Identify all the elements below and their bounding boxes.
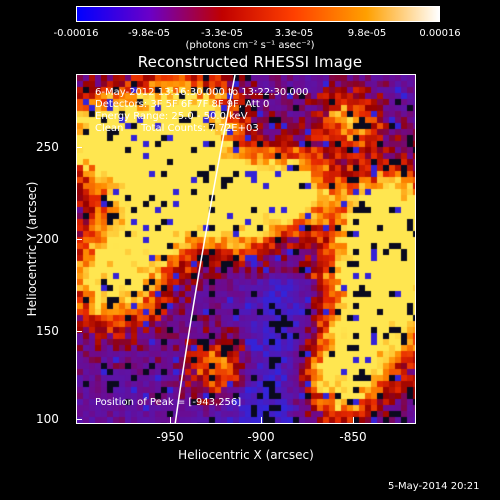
- algorithm-label: Clean: [95, 123, 124, 134]
- y-tick-mark: [76, 419, 82, 420]
- colorbar-tick-label: 3.3e-05: [274, 28, 314, 39]
- y-tick-mark: [76, 331, 82, 332]
- solar-limb-overlay: [174, 75, 236, 423]
- rhessi-image-map: [77, 75, 415, 423]
- image-frame: 6-May-2012 13:16:30.000 to 13:22:30.000 …: [76, 74, 416, 424]
- timestamp: 5-May-2014 20:21: [388, 481, 480, 492]
- colorbar: [76, 6, 440, 22]
- x-tick-label: -900: [247, 430, 275, 444]
- y-axis-title: Heliocentric Y (arcsec): [25, 181, 39, 317]
- colorbar-tick-label: 9.8e-05: [347, 28, 387, 39]
- x-tick-mark: [261, 417, 262, 423]
- y-tick-label: 100: [36, 412, 59, 426]
- y-tick-mark: [76, 239, 82, 240]
- y-tick-label: 250: [36, 140, 59, 154]
- colorbar-tick-label: -9.8e-05: [128, 28, 170, 39]
- colorbar-tick-label: 0.00016: [419, 28, 461, 39]
- x-tick-label: -950: [156, 430, 184, 444]
- solar-limb-line: [174, 75, 236, 423]
- x-tick-label: -850: [339, 430, 367, 444]
- total-counts-label: Total Counts: 7.72E+03: [141, 123, 259, 134]
- energy-range-label: Energy Range: 25.0 - 50.0 keV: [95, 111, 248, 122]
- x-tick-mark: [170, 417, 171, 423]
- x-tick-mark: [353, 417, 354, 423]
- detectors-label: Detectors: 3F 5F 6F 7F 8F 9F, Att 0: [95, 99, 270, 110]
- colorbar-units: (photons cm⁻² s⁻¹ asec⁻²): [185, 40, 315, 51]
- y-tick-mark: [76, 147, 82, 148]
- peak-position-label: Position of Peak = [-943,256]: [95, 397, 242, 408]
- y-tick-label: 200: [36, 232, 59, 246]
- colorbar-tick-label: -0.00016: [53, 28, 99, 39]
- x-axis-title: Heliocentric X (arcsec): [178, 448, 314, 462]
- plot-title: Reconstructed RHESSI Image: [137, 53, 363, 71]
- time-range-label: 6-May-2012 13:16:30.000 to 13:22:30.000: [95, 87, 309, 98]
- colorbar-tick-label: -3.3e-05: [201, 28, 243, 39]
- y-tick-label: 150: [36, 324, 59, 338]
